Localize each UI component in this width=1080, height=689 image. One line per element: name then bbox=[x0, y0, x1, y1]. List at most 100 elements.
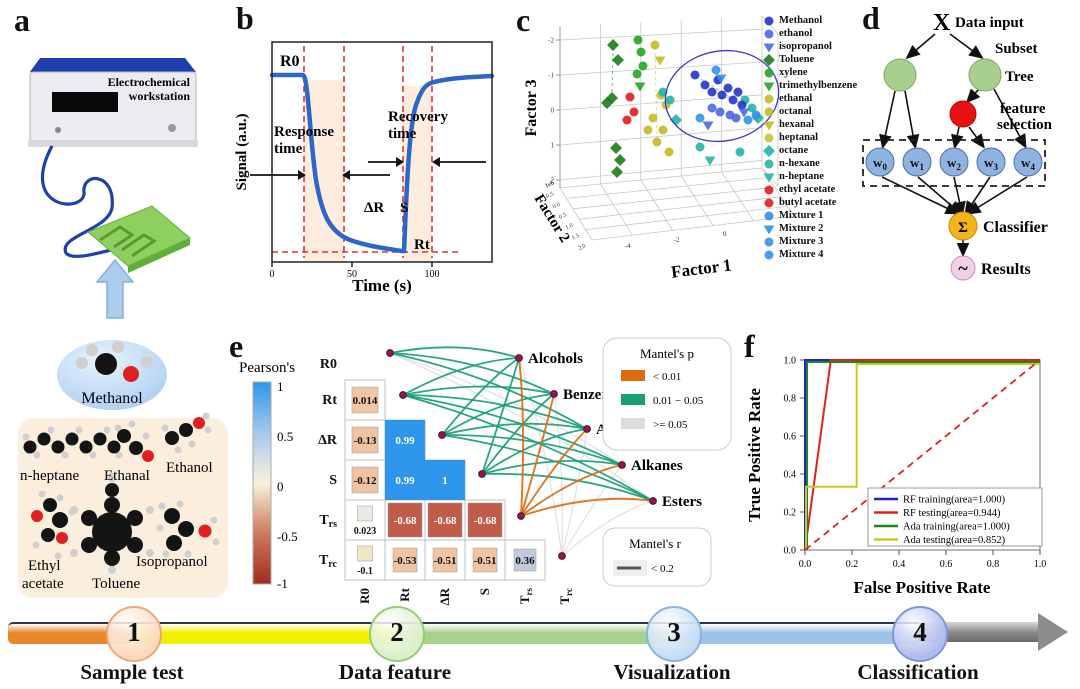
classifier-node bbox=[948, 211, 978, 241]
svg-text:2.0: 2.0 bbox=[578, 243, 587, 252]
timeline-segment bbox=[395, 622, 672, 644]
circle-marker-icon bbox=[764, 29, 774, 38]
svg-text:0.0: 0.0 bbox=[799, 559, 812, 570]
timeline-segment bbox=[8, 622, 132, 644]
svg-text:0.8: 0.8 bbox=[987, 559, 1000, 570]
circle-marker-icon bbox=[764, 159, 774, 168]
r0-annotation: R0 bbox=[280, 53, 300, 70]
legend-item: Mixture 2 bbox=[762, 222, 880, 235]
panel-b-signal-chart: R0 Response time Recovery time ΔR S Rt S… bbox=[234, 41, 495, 295]
colorbar-ticks: 1 0.5 0 -0.5 -1 bbox=[277, 379, 298, 591]
classifier-label: Classifier bbox=[983, 219, 1048, 236]
legend-label: butyl acetate bbox=[779, 197, 837, 208]
weight-nodes: w0 w1 w2 w3 w4 bbox=[865, 147, 1043, 177]
feature-selection-node bbox=[949, 100, 977, 128]
circle-marker-icon bbox=[764, 211, 774, 220]
legend-item: octanal bbox=[762, 105, 880, 118]
timeline-step-circle: 2 bbox=[369, 606, 425, 662]
panel-d-classifier-diagram: w0 w1 w2 w3 w4 X Data input Subset Tree feat… bbox=[862, 10, 1053, 281]
weights-box bbox=[862, 139, 1046, 187]
recovery-annotation-2: time bbox=[388, 126, 417, 142]
rt-annotation: Rt bbox=[414, 237, 430, 253]
response-annotation-2: time bbox=[274, 141, 303, 157]
legend-item: Mixture 1 bbox=[762, 209, 880, 222]
circle-marker-icon bbox=[764, 198, 774, 207]
legend-item: octane bbox=[762, 144, 880, 157]
svg-text:-0.68: -0.68 bbox=[434, 515, 457, 527]
panel-f-roc-chart: 0.0 0.2 0.4 0.6 0.8 1.0 0.0 0.2 0.4 0.6 0.8 1.0 RF … bbox=[745, 356, 1047, 598]
panel-e-label: e bbox=[229, 328, 244, 364]
x-input-symbol: X bbox=[933, 10, 951, 36]
n-heptane-label: n-heptane bbox=[20, 468, 79, 484]
svg-text:-2: -2 bbox=[673, 236, 680, 245]
legend-item: ethanal bbox=[762, 92, 880, 105]
legend-label: n-heptane bbox=[779, 171, 824, 182]
svg-text:>= 0.05: >= 0.05 bbox=[653, 419, 688, 431]
svg-text:w1: w1 bbox=[910, 155, 924, 172]
panel-b-label: b bbox=[236, 0, 254, 36]
legend-label: n-hexane bbox=[779, 158, 820, 169]
panel-a-label: a bbox=[14, 2, 30, 38]
recovery-annotation-1: Recovery bbox=[388, 109, 448, 125]
legend-label: isopropanol bbox=[779, 41, 832, 52]
legend-label: ethyl acetate bbox=[779, 184, 836, 195]
legend-label: trimethylbenzene bbox=[779, 80, 858, 91]
toluene-label: Toluene bbox=[92, 576, 140, 592]
factor3-axis-label: Factor 3 bbox=[523, 79, 540, 136]
legend-label: Toluene bbox=[779, 54, 815, 65]
results-label: Results bbox=[981, 261, 1031, 278]
sensor-signal-curve bbox=[269, 72, 495, 254]
svg-text:0: 0 bbox=[723, 230, 728, 238]
scatter-legend: Methanol ethanol isopropanol Toluene xylene t… bbox=[762, 14, 880, 261]
scatter-points bbox=[601, 35, 764, 178]
svg-text:-0.5: -0.5 bbox=[544, 191, 555, 200]
correlation-matrix: 0.014 -0.13 0.99 -0.12 0.99 1 0.023 -0.68 -0.68 -… bbox=[318, 357, 574, 606]
circle-marker-icon bbox=[764, 16, 774, 25]
svg-text:Alcohols: Alcohols bbox=[528, 351, 583, 367]
ethanol-label: Ethanol bbox=[166, 460, 213, 476]
panel-c-label: c bbox=[516, 2, 531, 38]
legend-item: Toluene bbox=[762, 53, 880, 66]
svg-text:0.2: 0.2 bbox=[846, 559, 859, 570]
legend-item: butyl acetate bbox=[762, 196, 880, 209]
factor1-axis-label: Factor 1 bbox=[670, 255, 732, 281]
circle-marker-icon bbox=[764, 250, 774, 259]
legend-label: ethanol bbox=[779, 28, 813, 39]
svg-text:0.014: 0.014 bbox=[353, 395, 378, 407]
methanol-label: Methanol bbox=[81, 390, 143, 407]
methanol-oval: Methanol bbox=[57, 340, 167, 410]
svg-text:-1: -1 bbox=[548, 72, 554, 80]
panel-a-illustration: Electrochemical workstation Methanol bbox=[18, 58, 228, 598]
svg-text:0.36: 0.36 bbox=[515, 555, 535, 567]
svg-text:1.0: 1.0 bbox=[1034, 559, 1047, 570]
x-tick-marks bbox=[271, 262, 433, 267]
svg-text:R0: R0 bbox=[357, 588, 372, 604]
timeline-step-circle: 4 bbox=[892, 606, 948, 662]
timeline-step-label: Sample test bbox=[80, 660, 184, 684]
svg-text:-0.12: -0.12 bbox=[354, 475, 377, 487]
svg-text:Alkanes: Alkanes bbox=[631, 458, 683, 474]
sensor-chip bbox=[87, 205, 191, 273]
svg-text:Trc: Trc bbox=[319, 553, 338, 570]
legend-label: hexanal bbox=[779, 119, 815, 130]
legend-item: isopropanol bbox=[762, 40, 880, 53]
triangle-marker-icon bbox=[763, 43, 775, 52]
legend-item: hexanal bbox=[762, 118, 880, 131]
svg-text:Mantel's r: Mantel's r bbox=[629, 536, 681, 551]
legend-label: Methanol bbox=[779, 15, 823, 26]
mantel-network: AlcoholsBenzeneAldehydesAlkanesEsters bbox=[386, 346, 702, 560]
workstation-base bbox=[28, 140, 198, 147]
svg-text:Ada training(area=1.000): Ada training(area=1.000) bbox=[903, 522, 1010, 533]
svg-text:0: 0 bbox=[551, 107, 555, 115]
subset-node-right bbox=[968, 58, 1002, 92]
up-arrow-icon bbox=[95, 258, 135, 319]
molecule-panel: n-heptane Ethanal Ethanol Ethyl acetate … bbox=[18, 412, 228, 598]
svg-text:-0.5: -0.5 bbox=[277, 529, 298, 544]
data-input-label: Data input bbox=[955, 15, 1024, 31]
workflow-timeline: 1 Sample test 2 Data feature 3 Visualization 4… bbox=[0, 604, 1080, 689]
svg-text:< 0.2: < 0.2 bbox=[651, 563, 674, 575]
svg-text:0.99: 0.99 bbox=[395, 435, 415, 447]
circle-marker-icon bbox=[764, 133, 774, 142]
